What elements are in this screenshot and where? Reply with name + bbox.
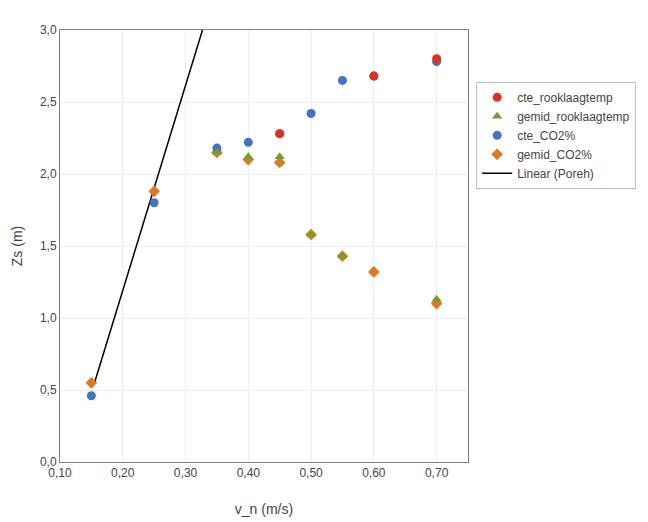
svg-text:0,70: 0,70 <box>425 466 449 480</box>
svg-text:1,0: 1,0 <box>40 311 57 325</box>
svg-text:0,20: 0,20 <box>111 466 135 480</box>
svg-text:1,5: 1,5 <box>40 239 57 253</box>
svg-text:0,0: 0,0 <box>40 455 57 469</box>
svg-text:Linear (Poreh): Linear (Poreh) <box>517 167 594 181</box>
svg-text:0,5: 0,5 <box>40 383 57 397</box>
svg-text:cte_rooklaagtemp: cte_rooklaagtemp <box>517 91 613 105</box>
svg-text:3,0: 3,0 <box>40 23 57 37</box>
svg-text:gemid_CO2%: gemid_CO2% <box>517 148 592 162</box>
svg-text:Zs (m): Zs (m) <box>9 226 25 266</box>
svg-text:2,0: 2,0 <box>40 167 57 181</box>
svg-text:gemid_rooklaagtemp: gemid_rooklaagtemp <box>517 110 629 124</box>
svg-text:0,30: 0,30 <box>174 466 198 480</box>
svg-text:0,40: 0,40 <box>237 466 261 480</box>
svg-text:0,10: 0,10 <box>48 466 72 480</box>
svg-text:0,50: 0,50 <box>299 466 323 480</box>
svg-text:2,5: 2,5 <box>40 95 57 109</box>
svg-text:cte_CO2%: cte_CO2% <box>517 129 575 143</box>
svg-text:v_n (m/s): v_n (m/s) <box>235 501 293 517</box>
svg-text:0,60: 0,60 <box>362 466 386 480</box>
